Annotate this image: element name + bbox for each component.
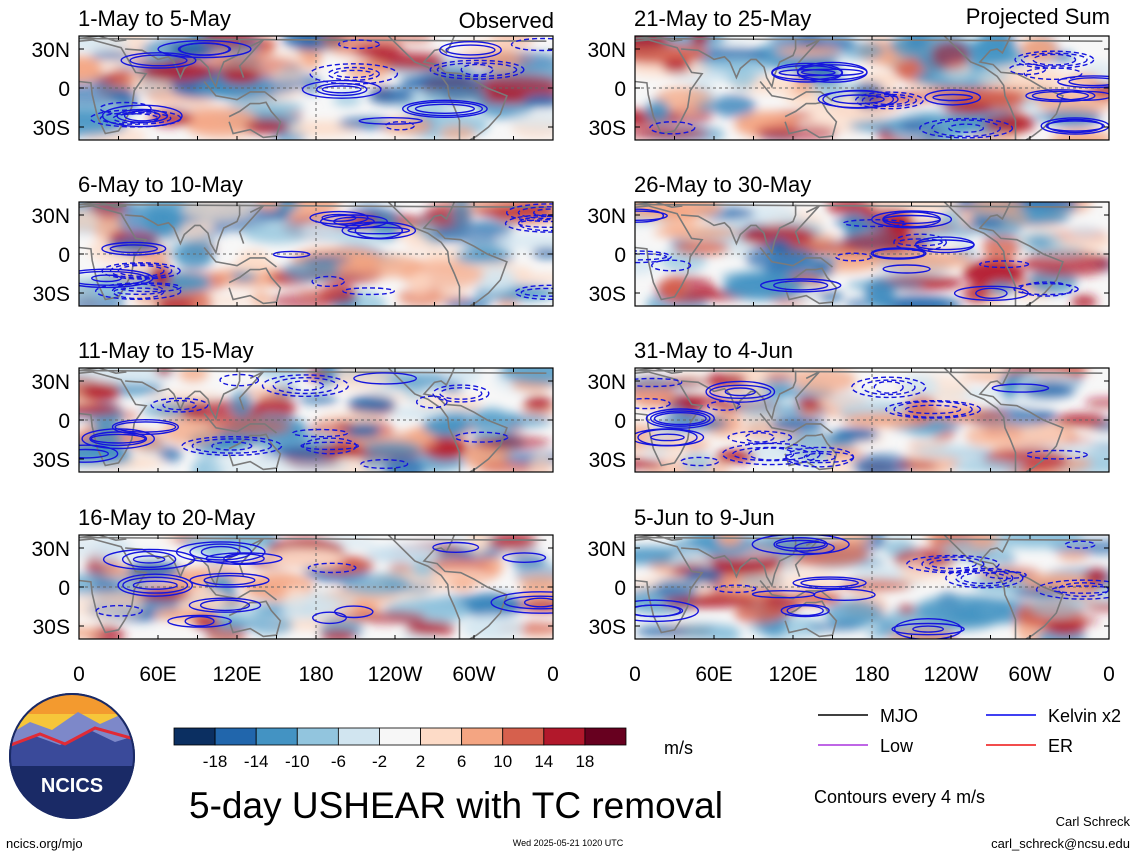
colorbar-swatch bbox=[544, 728, 585, 745]
map-panel bbox=[601, 191, 1117, 320]
map-panel bbox=[60, 529, 591, 651]
legend-label: ER bbox=[1048, 736, 1073, 756]
colorbar-swatch bbox=[215, 728, 256, 745]
latitude-label: 30N bbox=[587, 538, 626, 561]
latitude-label: 0 bbox=[58, 244, 70, 267]
colorbar-swatch bbox=[379, 728, 420, 745]
colorbar-label: 2 bbox=[416, 752, 425, 771]
map-panel bbox=[42, 190, 594, 320]
latitude-label: 30S bbox=[33, 449, 70, 472]
units-label: m/s bbox=[664, 738, 693, 758]
panel-title: 21-May to 25-May bbox=[634, 6, 811, 31]
longitude-label: 0 bbox=[547, 663, 559, 686]
latitude-label: 30N bbox=[31, 538, 70, 561]
footer-author: Carl Schreck bbox=[1056, 814, 1131, 829]
latitude-label: 30S bbox=[589, 449, 626, 472]
panel-title: 11-May to 15-May bbox=[78, 338, 254, 363]
colorbar-swatch bbox=[503, 728, 544, 745]
longitude-label: 120W bbox=[924, 663, 979, 686]
main-title: 5-day USHEAR with TC removal bbox=[189, 785, 723, 826]
observed-header: Observed bbox=[459, 8, 554, 33]
logo-text: NCICS bbox=[41, 775, 103, 797]
contour-note: Contours every 4 m/s bbox=[814, 787, 985, 807]
colorbar-label: -2 bbox=[372, 752, 387, 771]
latitude-label: 30S bbox=[589, 283, 626, 306]
latitude-label: 30N bbox=[587, 39, 626, 62]
latitude-label: 0 bbox=[58, 78, 70, 101]
legend-label: Low bbox=[880, 736, 914, 756]
latitude-label: 30S bbox=[33, 117, 70, 140]
colorbar-swatch bbox=[297, 728, 338, 745]
latitude-label: 0 bbox=[614, 244, 626, 267]
colorbar-label: -14 bbox=[244, 752, 269, 771]
footer-email: carl_schreck@ncsu.edu bbox=[991, 836, 1130, 851]
colorbar-label: 18 bbox=[575, 752, 594, 771]
longitude-label: 120E bbox=[768, 663, 817, 686]
longitude-label: 60E bbox=[695, 663, 732, 686]
panel-title: 26-May to 30-May bbox=[634, 172, 811, 197]
longitude-label: 120E bbox=[212, 663, 261, 686]
footer-timestamp: Wed 2025-05-21 1020 UTC bbox=[513, 838, 624, 848]
latitude-label: 30N bbox=[31, 371, 70, 394]
panel-title: 5-Jun to 9-Jun bbox=[634, 505, 775, 530]
map-panel bbox=[33, 26, 576, 149]
map-panels: 1-May to 5-May 30N 0 30S 6-May to 10-May 30N 0… bbox=[31, 6, 1135, 650]
latitude-label: 30N bbox=[587, 371, 626, 394]
latitude-label: 30S bbox=[33, 283, 70, 306]
longitude-label: 180 bbox=[298, 663, 333, 686]
latitude-label: 30S bbox=[33, 616, 70, 639]
colorbar-label: -18 bbox=[203, 752, 228, 771]
longitude-label: 60E bbox=[139, 663, 176, 686]
legend-label: MJO bbox=[880, 706, 918, 726]
longitude-label: 0 bbox=[73, 663, 85, 686]
latitude-label: 30N bbox=[587, 205, 626, 228]
panel-title: 1-May to 5-May bbox=[78, 6, 231, 31]
latitude-label: 0 bbox=[58, 410, 70, 433]
map-panel bbox=[610, 358, 1135, 480]
latitude-label: 0 bbox=[614, 577, 626, 600]
colorbar-swatch bbox=[338, 728, 379, 745]
colorbar-label: 6 bbox=[457, 752, 466, 771]
colorbar-label: -6 bbox=[331, 752, 346, 771]
colorbar-swatch bbox=[256, 728, 297, 745]
panel-title: 31-May to 4-Jun bbox=[634, 338, 793, 363]
longitude-label: 60W bbox=[1008, 663, 1051, 686]
panel-title: 6-May to 10-May bbox=[78, 172, 243, 197]
longitude-label: 0 bbox=[1103, 663, 1115, 686]
colorbar-swatch bbox=[462, 728, 503, 745]
colorbar-swatch bbox=[174, 728, 215, 745]
colorbar-label: 10 bbox=[493, 752, 512, 771]
panel-title: 16-May to 20-May bbox=[78, 505, 255, 530]
footer-url: ncics.org/mjo bbox=[6, 836, 83, 851]
latitude-label: 30S bbox=[589, 616, 626, 639]
latitude-label: 0 bbox=[614, 78, 626, 101]
colorbar-swatch bbox=[421, 728, 462, 745]
longitude-axis: 0 60E 120E 180 120W 60W 0 0 60E 120E 180 120W 60W 0 bbox=[73, 663, 1115, 686]
longitude-label: 180 bbox=[854, 663, 889, 686]
colorbar-swatch bbox=[585, 728, 626, 745]
latitude-label: 30S bbox=[589, 117, 626, 140]
map-panel bbox=[607, 525, 1135, 650]
map-panel bbox=[595, 28, 1130, 148]
legend-label: Kelvin x2 bbox=[1048, 706, 1121, 726]
latitude-label: 30N bbox=[31, 39, 70, 62]
latitude-label: 0 bbox=[58, 577, 70, 600]
legend: MJO Kelvin x2 Low ER bbox=[818, 706, 1121, 756]
projected-header: Projected Sum bbox=[966, 4, 1110, 29]
latitude-label: 0 bbox=[614, 410, 626, 433]
colorbar: -18 -14 -10 -6 -2 2 6 10 14 18 bbox=[174, 728, 626, 771]
colorbar-label: 14 bbox=[534, 752, 553, 771]
longitude-label: 120W bbox=[368, 663, 423, 686]
colorbar-label: -10 bbox=[285, 752, 310, 771]
longitude-label: 0 bbox=[629, 663, 641, 686]
latitude-label: 30N bbox=[31, 205, 70, 228]
ncics-logo: NCICS bbox=[8, 692, 138, 826]
map-panel bbox=[40, 357, 593, 486]
longitude-label: 60W bbox=[452, 663, 495, 686]
